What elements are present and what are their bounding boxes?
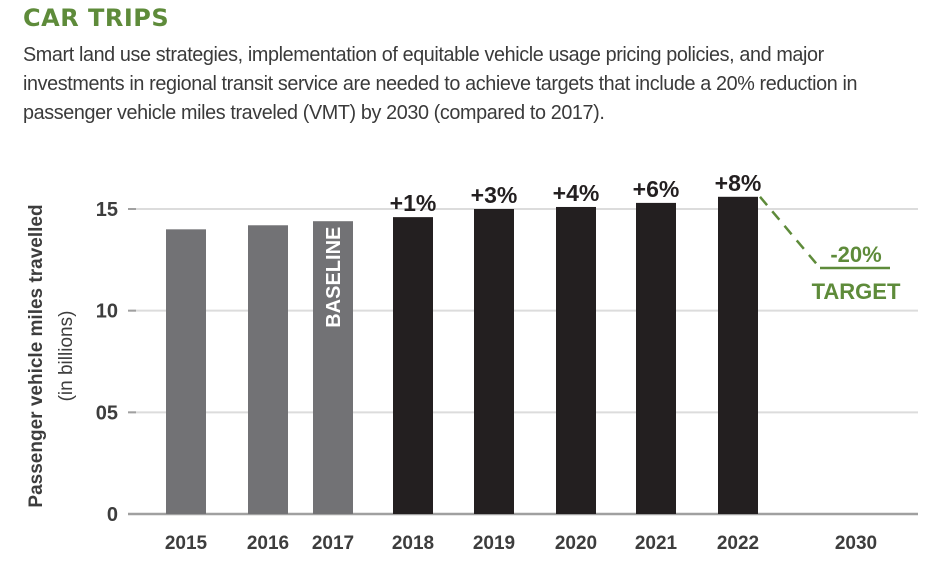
target-change-label: -20% bbox=[830, 242, 881, 267]
data-label-2021: +6% bbox=[633, 176, 680, 202]
bar-2022 bbox=[718, 196, 758, 515]
bar-2018 bbox=[393, 217, 433, 514]
y-tick-label: 0 bbox=[107, 504, 118, 526]
y-axis-sublabel: (in billions) bbox=[56, 311, 77, 402]
data-label-2020: +4% bbox=[553, 180, 600, 206]
data-labels: +1% +3% +4% +6% +8% bbox=[390, 170, 762, 216]
baseline-label: BASELINE bbox=[323, 227, 345, 328]
x-label-2021: 2021 bbox=[635, 533, 678, 554]
gridlines bbox=[128, 208, 918, 516]
data-label-2022: +8% bbox=[715, 170, 762, 196]
chart-title: CAR TRIPS bbox=[23, 4, 170, 32]
x-axis-labels: 2015 2016 2017 2018 2019 2020 2021 2022 2030 bbox=[165, 533, 877, 554]
bar-2015 bbox=[166, 229, 206, 515]
x-label-2016: 2016 bbox=[247, 533, 289, 554]
x-label-2018: 2018 bbox=[392, 533, 434, 554]
bars: BASELINE bbox=[166, 196, 758, 515]
y-tick-label: 15 bbox=[96, 199, 118, 221]
y-axis-ticks: 0 05 10 15 bbox=[96, 199, 136, 526]
y-axis-label: Passenger vehicle miles travelled bbox=[26, 204, 47, 507]
bar-2021 bbox=[636, 202, 676, 514]
x-label-2030: 2030 bbox=[835, 533, 877, 554]
data-label-2019: +3% bbox=[471, 182, 518, 208]
target-annotation: -20% TARGET bbox=[759, 195, 901, 304]
bar-2017 bbox=[313, 221, 353, 514]
y-axis-title: Passenger vehicle miles travelled (in bi… bbox=[26, 204, 77, 507]
x-label-2015: 2015 bbox=[165, 533, 208, 554]
x-label-2020: 2020 bbox=[555, 533, 597, 554]
bar-2016 bbox=[248, 225, 288, 514]
x-label-2019: 2019 bbox=[473, 533, 515, 554]
y-tick-label: 05 bbox=[96, 402, 118, 424]
bar-2020 bbox=[556, 206, 596, 514]
y-tick-label: 10 bbox=[96, 301, 118, 323]
chart-description: Smart land use strategies, implementatio… bbox=[23, 43, 858, 124]
x-label-2022: 2022 bbox=[717, 533, 759, 554]
data-label-2018: +1% bbox=[390, 190, 437, 216]
bar-2019 bbox=[474, 209, 514, 514]
target-label: TARGET bbox=[812, 279, 901, 304]
x-label-2017: 2017 bbox=[312, 533, 354, 554]
target-dashed-line bbox=[759, 195, 821, 269]
